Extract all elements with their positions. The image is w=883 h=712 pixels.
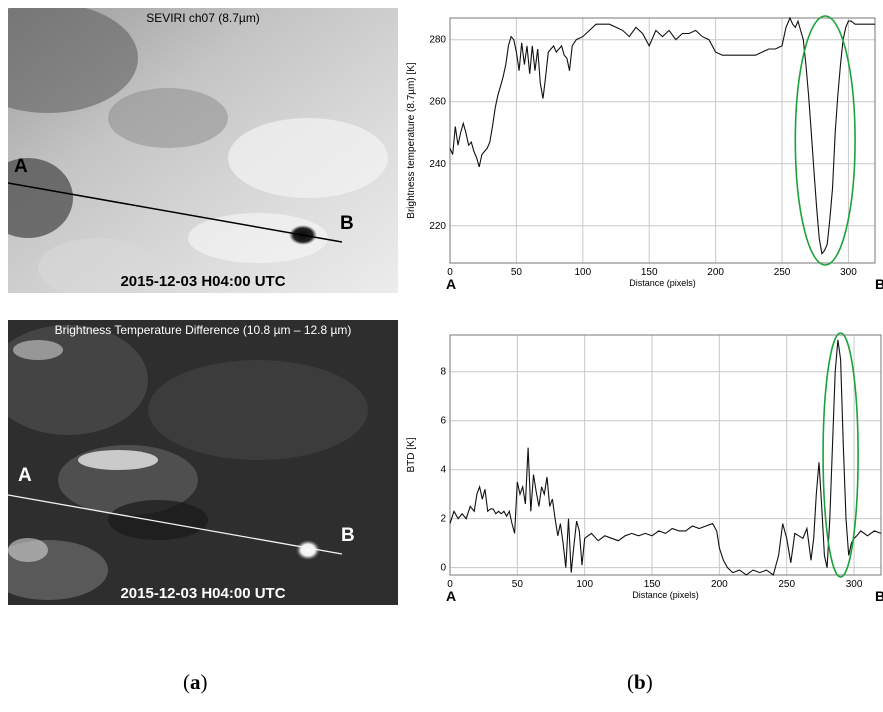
x-tick-label: 200 xyxy=(707,267,724,278)
y-tick-label: 4 xyxy=(440,465,446,476)
x-tick-label: 50 xyxy=(512,579,524,590)
sat-point-a-label-btd: A xyxy=(18,465,32,486)
x-tick-label: 50 xyxy=(511,267,523,278)
x-tick-label: 150 xyxy=(644,579,661,590)
plot-frame xyxy=(449,17,876,264)
x-tick-label: 300 xyxy=(846,579,863,590)
sat-timestamp-ch07: 2015-12-03 H04:00 UTC xyxy=(120,273,286,290)
series-line xyxy=(449,339,882,576)
sat-point-b-label-btd: B xyxy=(341,525,355,546)
end-label-a: A xyxy=(446,588,456,604)
y-axis-label: Brightness temperature (8.7µm) [K] xyxy=(406,62,417,219)
chart-background xyxy=(400,8,883,293)
y-tick-label: 2 xyxy=(440,514,446,525)
end-label-a: A xyxy=(446,276,456,292)
chart-background xyxy=(400,320,883,605)
sat-timestamp-btd: 2015-12-03 H04:00 UTC xyxy=(120,585,286,602)
x-tick-label: 300 xyxy=(840,267,857,278)
y-tick-label: 6 xyxy=(440,416,446,427)
y-axis-label: BTD [K] xyxy=(406,437,417,472)
y-tick-label: 240 xyxy=(429,159,446,170)
annotation-ellipse xyxy=(822,332,859,578)
chart-brightness-temperature: 0 50 100 150 200 250 300 220 240 260 280 Distance (… xyxy=(400,8,883,293)
y-tick-label: 260 xyxy=(429,97,446,108)
x-tick-label: 0 xyxy=(447,579,453,590)
x-tick-label: 100 xyxy=(576,579,593,590)
caption-b-letter: b xyxy=(634,670,646,694)
x-axis-label: Distance (pixels) xyxy=(629,278,696,288)
sat-title-btd: Brightness Temperature Difference (10.8 … xyxy=(54,323,352,337)
caption-b: (b) xyxy=(627,670,653,694)
x-tick-label: 250 xyxy=(778,579,795,590)
plot-frame xyxy=(449,334,882,576)
x-tick-label: 150 xyxy=(641,267,658,278)
sat-title-ch07: SEVIRI ch07 (8.7µm) xyxy=(146,11,260,25)
annotation-ellipse xyxy=(794,15,856,266)
sat-point-b-label: B xyxy=(340,213,354,234)
x-tick-label: 100 xyxy=(574,267,591,278)
chart-btd: 0 50 100 150 200 250 300 0 2 4 6 8 Distance (pixels)… xyxy=(400,320,883,605)
y-tick-label: 0 xyxy=(440,563,446,574)
y-tick-label: 280 xyxy=(429,35,446,46)
x-tick-label: 0 xyxy=(447,267,453,278)
x-tick-label: 250 xyxy=(774,267,791,278)
end-label-b: B xyxy=(875,588,883,604)
y-tick-label: 220 xyxy=(429,221,446,232)
y-tick-label: 8 xyxy=(440,367,446,378)
x-tick-label: 200 xyxy=(711,579,728,590)
sat-image-ch07: SEVIRI ch07 (8.7µm) A B 2015-12-03 H04:0… xyxy=(8,8,398,293)
sat-image-btd-render xyxy=(8,320,398,605)
series-line xyxy=(449,16,875,255)
caption-a-letter: a xyxy=(190,670,201,694)
sat-point-a-label: A xyxy=(14,156,28,177)
sat-image-ch07-render xyxy=(8,8,398,293)
sat-image-btd: Brightness Temperature Difference (10.8 … xyxy=(8,320,398,605)
end-label-b: B xyxy=(875,276,883,292)
x-axis-label: Distance (pixels) xyxy=(632,590,699,600)
caption-a: (a) xyxy=(183,670,208,694)
